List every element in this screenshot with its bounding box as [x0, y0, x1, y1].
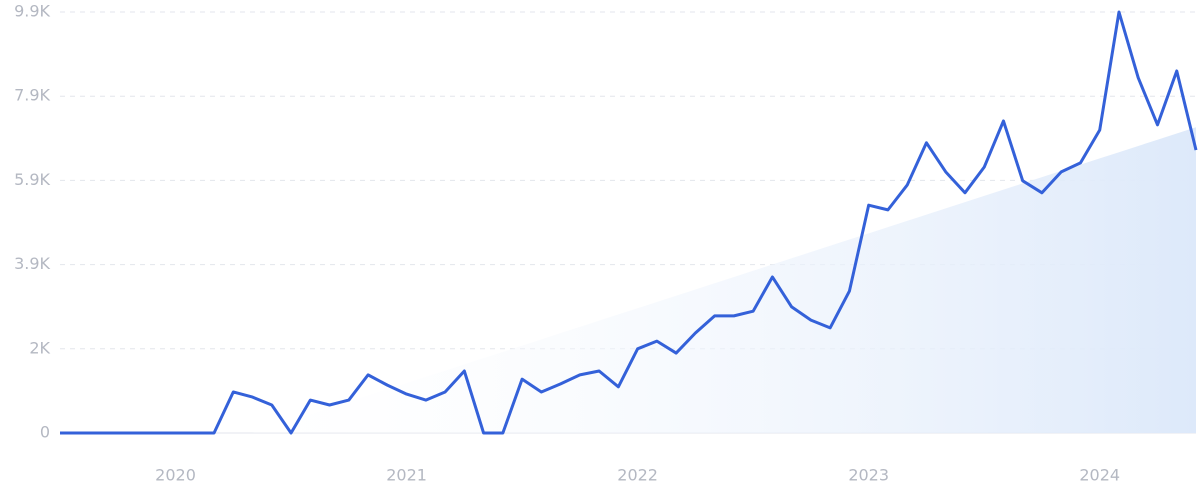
y-tick-label: 9.9K	[14, 2, 50, 21]
y-tick-label: 2K	[29, 338, 50, 357]
x-tick-label: 2024	[1079, 466, 1120, 485]
y-tick-label: 0	[40, 423, 50, 442]
trend-area	[252, 127, 1197, 434]
y-tick-label: 5.9K	[14, 170, 50, 189]
y-tick-label: 7.9K	[14, 86, 50, 105]
line	[60, 10, 1198, 435]
x-tick-label: 2022	[617, 466, 658, 485]
y-tick-label: 3.9K	[14, 254, 50, 273]
x-tick-label: 2023	[848, 466, 889, 485]
x-tick-label: 2020	[155, 466, 196, 485]
x-tick-label: 2021	[386, 466, 427, 485]
